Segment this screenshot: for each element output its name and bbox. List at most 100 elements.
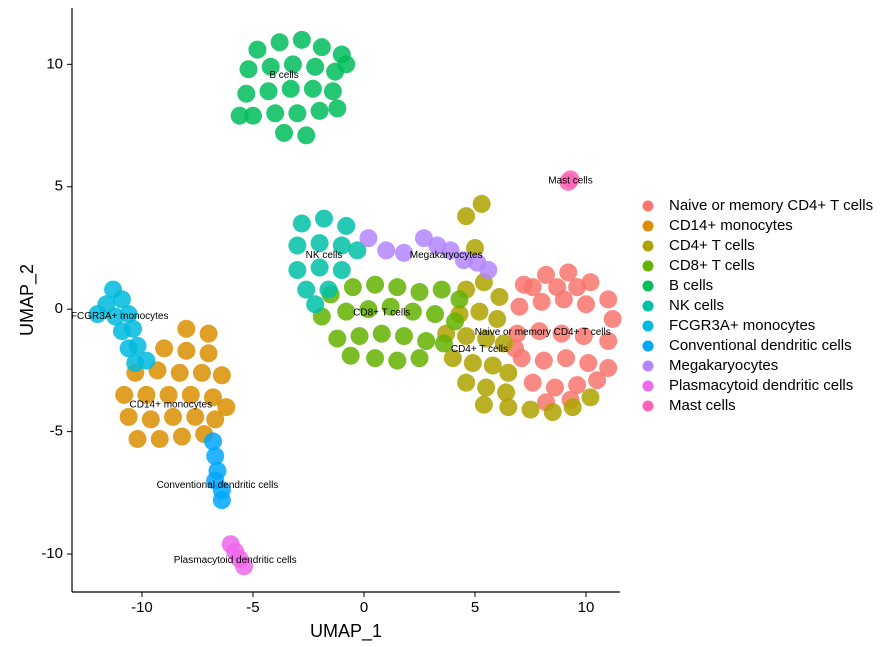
legend-label: Naive or memory CD4+ T cells	[669, 197, 873, 214]
x-axis-title: UMAP_1	[310, 621, 382, 642]
point	[559, 172, 578, 191]
legend-swatch	[642, 220, 654, 232]
point	[559, 263, 578, 282]
point	[159, 385, 178, 404]
point	[341, 346, 360, 365]
point	[170, 363, 189, 382]
point	[199, 344, 218, 363]
legend-swatch	[642, 280, 654, 292]
point	[239, 60, 258, 79]
point	[523, 373, 542, 392]
point	[534, 351, 553, 370]
y-tick-label: 10	[46, 55, 63, 72]
point	[403, 302, 422, 321]
point	[275, 123, 294, 142]
cluster-label: Megakaryocytes	[410, 250, 483, 261]
point	[337, 302, 356, 321]
legend-swatch	[642, 240, 654, 252]
point	[332, 236, 351, 255]
legend-swatch	[642, 200, 654, 212]
point	[599, 332, 618, 351]
point	[186, 407, 205, 426]
cluster-label: CD14+ monocytes	[130, 399, 213, 410]
cluster-label: Conventional dendritic cells	[157, 480, 279, 491]
point	[472, 194, 491, 213]
point	[377, 241, 396, 260]
x-tick-label: -10	[131, 599, 153, 616]
point	[599, 358, 618, 377]
point	[499, 398, 518, 417]
x-tick-label: 10	[578, 599, 595, 616]
point	[297, 126, 316, 145]
point	[150, 429, 169, 448]
cluster-label: B cells	[269, 70, 298, 81]
point	[441, 241, 460, 260]
point	[328, 329, 347, 348]
point	[243, 106, 262, 125]
point	[532, 292, 551, 311]
point	[312, 38, 331, 57]
point	[337, 55, 356, 74]
point	[388, 278, 407, 297]
point	[283, 55, 302, 74]
legend-swatch	[642, 340, 654, 352]
point	[112, 290, 131, 309]
point	[543, 403, 562, 422]
point	[488, 309, 507, 328]
point	[217, 398, 236, 417]
point	[434, 334, 453, 353]
point	[432, 280, 451, 299]
point	[303, 79, 322, 98]
x-tick-label: 5	[471, 599, 479, 616]
point	[410, 283, 429, 302]
point	[230, 106, 249, 125]
legend-label: Plasmacytoid dendritic cells	[669, 377, 853, 394]
point	[288, 104, 307, 123]
legend-label: CD14+ monocytes	[669, 217, 793, 234]
point	[474, 395, 493, 414]
point	[212, 491, 231, 510]
point	[177, 341, 196, 360]
point	[537, 265, 556, 284]
legend-swatch	[642, 400, 654, 412]
point	[394, 327, 413, 346]
point	[266, 104, 285, 123]
point	[203, 388, 222, 407]
point	[192, 363, 211, 382]
x-tick-label: -5	[246, 599, 259, 616]
point	[235, 557, 254, 576]
point	[261, 57, 280, 76]
point	[494, 334, 513, 353]
legend-label: B cells	[669, 277, 713, 294]
point	[350, 327, 369, 346]
x-tick-label: 0	[360, 599, 368, 616]
point	[394, 243, 413, 262]
point	[124, 319, 143, 338]
point	[366, 349, 385, 368]
cluster-label: Plasmacytoid dendritic cells	[174, 555, 297, 566]
point	[155, 339, 174, 358]
point	[568, 376, 587, 395]
point	[106, 307, 125, 326]
point	[206, 447, 225, 466]
point	[203, 432, 222, 451]
point	[181, 385, 200, 404]
point	[603, 309, 622, 328]
point	[443, 349, 462, 368]
point	[137, 351, 156, 370]
point	[164, 407, 183, 426]
point	[457, 373, 476, 392]
cluster-label: Mast cells	[548, 175, 592, 186]
point	[426, 305, 445, 324]
point	[446, 312, 465, 331]
point	[297, 280, 316, 299]
point	[521, 400, 540, 419]
legend-swatch	[642, 260, 654, 272]
point	[366, 275, 385, 294]
legend-label: Megakaryocytes	[669, 357, 778, 374]
point	[417, 332, 436, 351]
point	[259, 82, 278, 101]
point	[332, 261, 351, 280]
